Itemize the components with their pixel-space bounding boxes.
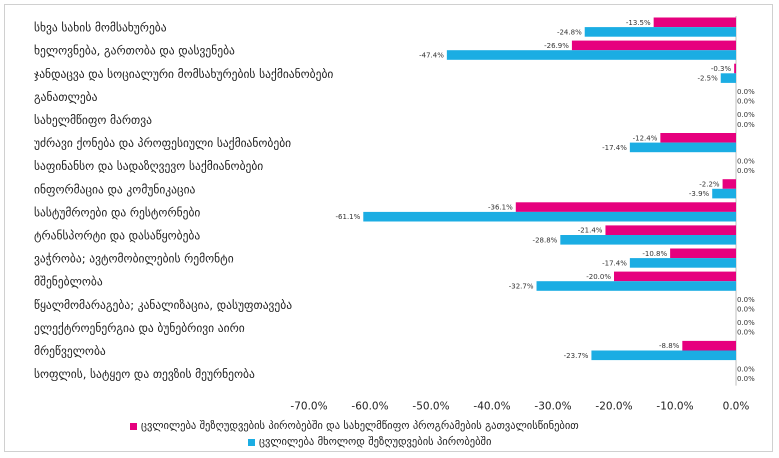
data-label: -2.2% (699, 181, 720, 189)
bar-series-1 (670, 248, 736, 259)
category-label: ელექტროენერგია და ბუნებრივი აირი (34, 321, 245, 335)
category-label: ჯანდაცვა და სოციალური მომსახურების საქმი… (34, 67, 333, 81)
data-label: -61.1% (336, 213, 361, 221)
data-label: 0.0% (737, 111, 755, 119)
bar-series-1 (515, 202, 736, 212)
bar-series-1 (653, 17, 736, 28)
category-label: ტრანსპორტი და დასაწყობება (34, 228, 200, 242)
x-tick-label: -60.0% (351, 401, 388, 413)
data-label: -24.8% (557, 28, 582, 36)
x-tick-label: -40.0% (473, 401, 510, 413)
category-label: საფინანსო და სადაზღვევო საქმიანობები (34, 159, 263, 173)
bar-series-2 (629, 258, 736, 268)
bar-series-1 (682, 340, 736, 351)
bar-series-1 (571, 40, 736, 51)
data-label: 0.0% (737, 98, 755, 106)
x-tick-label: -10.0% (656, 401, 693, 413)
data-label: 0.0% (737, 365, 755, 373)
x-tick-label: -20.0% (595, 401, 632, 413)
data-label: -28.8% (533, 236, 558, 244)
category-label: წყალმომარაგება; კანალიზაცია, დასუფთავება (34, 298, 292, 312)
data-label: -17.4% (602, 259, 627, 267)
data-label: 0.0% (737, 375, 755, 383)
bar-series-2 (629, 142, 736, 153)
legend-swatch-series-2 (248, 438, 255, 446)
x-tick-label: 0.0% (723, 401, 750, 413)
category-label: მრეწველობა (34, 344, 106, 358)
category-label: მშენებლობა (34, 275, 103, 289)
legend-item-series-1: ცვლილება შეზღუდვების პირობებში და სახელმ… (130, 420, 579, 432)
x-tick-label: -30.0% (534, 401, 571, 413)
data-label: -47.4% (419, 52, 444, 60)
legend-swatch-series-1 (130, 422, 137, 430)
x-tick-label: -50.0% (412, 401, 449, 413)
category-label: განათლება (34, 90, 98, 104)
data-label: 0.0% (737, 121, 755, 129)
category-label: ინფორმაცია და კომუნიკაცია (34, 182, 196, 196)
data-label: -0.3% (711, 65, 732, 73)
data-label: -10.8% (642, 250, 667, 258)
category-label: სახელმწიფო მართვა (34, 113, 152, 127)
data-label: 0.0% (737, 319, 755, 327)
data-label: -8.8% (659, 342, 680, 350)
category-label: სოფლის, სატყეო და თევზის მეურნეობა (34, 367, 255, 381)
bar-series-2 (446, 50, 736, 60)
data-label: 0.0% (737, 306, 755, 314)
data-label: 0.0% (737, 88, 755, 96)
category-label: სასტუმროები და რესტორნები (34, 205, 200, 219)
bar-series-1 (614, 271, 736, 282)
data-label: -13.5% (626, 19, 651, 27)
category-label: უძრავი ქონება და პროფესიული საქმიანობები (34, 136, 291, 150)
data-label: -21.4% (578, 227, 603, 235)
data-label: -12.4% (633, 134, 658, 142)
x-tick-label: -70.0% (290, 401, 327, 413)
data-label: -20.0% (586, 273, 611, 281)
bar-series-2 (363, 211, 736, 222)
data-label: 0.0% (737, 296, 755, 304)
bar-series-2 (584, 27, 736, 37)
bar-series-2 (560, 235, 736, 245)
category-label: ხელოვნება, გართობა და დასვენება (34, 44, 235, 58)
data-label: -23.7% (564, 352, 589, 360)
data-label: -36.1% (488, 204, 513, 212)
category-label: სხვა სახის მომსახურება (34, 21, 167, 35)
data-label: 0.0% (737, 329, 755, 337)
data-label: 0.0% (737, 157, 755, 165)
data-label: -17.4% (602, 144, 627, 152)
data-label: -26.9% (544, 42, 569, 50)
legend-item-series-2: ცვლილება მხოლოდ შეზღუდვების პირობებში (248, 436, 491, 448)
data-label: 0.0% (737, 167, 755, 175)
bar-series-1 (722, 179, 736, 189)
data-label: -3.9% (689, 190, 710, 198)
data-label: -32.7% (509, 283, 534, 291)
bar-series-1 (605, 225, 736, 235)
legend-label-series-1: ცვლილება შეზღუდვების პირობებში და სახელმ… (141, 420, 579, 432)
bar-series-2 (720, 73, 736, 83)
category-label: ვაჭრობა; ავტომობილების რემონტი (34, 252, 234, 266)
bar-series-1 (734, 63, 736, 74)
bar-series-2 (712, 188, 736, 199)
bar-series-2 (536, 281, 736, 291)
data-label: -2.5% (697, 75, 718, 83)
legend-label-series-2: ცვლილება მხოლოდ შეზღუდვების პირობებში (259, 436, 492, 448)
bar-series-2 (591, 350, 736, 361)
bar-series-1 (660, 133, 736, 143)
